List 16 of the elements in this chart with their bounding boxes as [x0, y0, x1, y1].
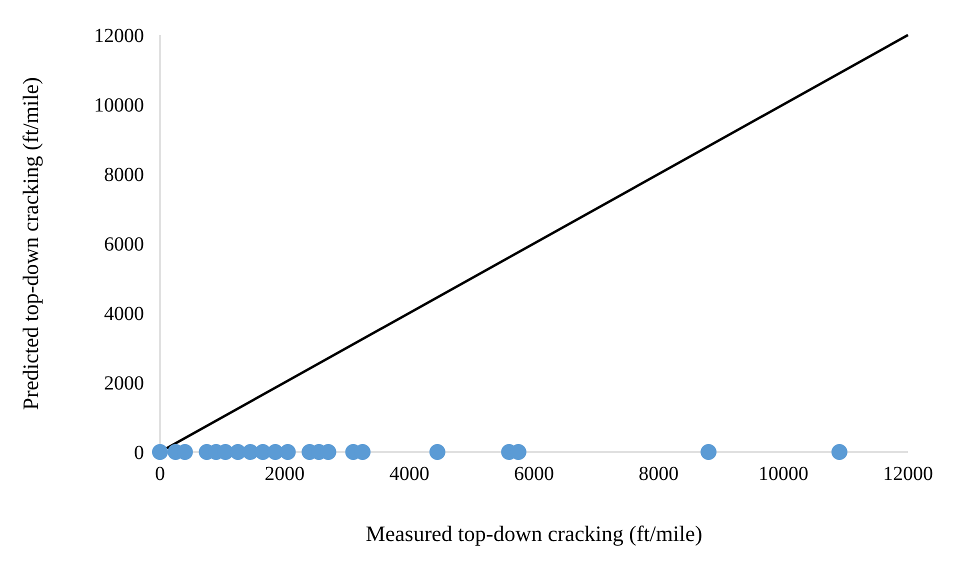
x-tick-label: 12000	[883, 463, 933, 486]
x-tick-label: 2000	[264, 463, 305, 486]
y-tick-label: 10000	[94, 94, 144, 117]
x-axis-title: Measured top-down cracking (ft/mile)	[366, 521, 702, 546]
x-tick-label: 10000	[758, 463, 808, 486]
y-tick-label: 2000	[104, 372, 144, 395]
y-axis-title: Predicted top-down cracking (ft/mile)	[18, 77, 43, 410]
y-tick-label: 6000	[104, 234, 144, 256]
x-tick-label: 4000	[389, 463, 430, 486]
x-tick-label: 0	[155, 463, 165, 486]
y-tick-label: 0	[134, 442, 144, 464]
x-tick-label: 6000	[514, 463, 554, 486]
x-tick-label: 8000	[638, 463, 679, 486]
y-tick-label: 12000	[94, 25, 144, 48]
y-tick-label: 8000	[104, 164, 144, 186]
y-tick-label: 4000	[104, 303, 144, 326]
